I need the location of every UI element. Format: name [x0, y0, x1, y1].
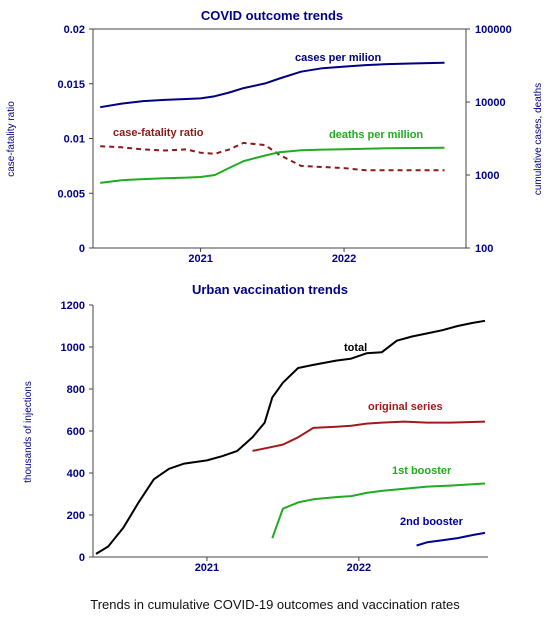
figure-caption: Trends in cumulative COVID-19 outcomes a… — [90, 597, 460, 612]
vaccination-y-tick-label: 400 — [67, 468, 85, 480]
outcome-left-axis: 0 0.005 0.01 0.015 0.02 — [57, 24, 93, 255]
vaccination-y-tick-label: 1200 — [61, 300, 85, 312]
outcome-x-tick-label: 2022 — [332, 253, 356, 265]
outcome-left-tick-label: 0.015 — [57, 79, 85, 91]
original-series-label: original series — [368, 401, 443, 413]
vaccination-y-tick-label: 600 — [67, 426, 85, 438]
cases-series-label: cases per milion — [295, 52, 381, 64]
outcome-left-tick-label: 0.01 — [64, 134, 85, 146]
vaccination-y-axis: 0 200 400 600 800 1000 1200 — [61, 300, 93, 564]
booster2-series-line — [416, 531, 486, 547]
total-series-line — [95, 319, 486, 555]
outcome-right-axis-label: cumulative cases, deaths — [533, 83, 544, 195]
vaccination-chart-title: Urban vaccination trends — [192, 282, 348, 297]
booster1-series-label: 1st booster — [392, 465, 452, 477]
original-series-line — [252, 420, 486, 452]
vaccination-chart: Urban vaccination trends 0 200 400 600 800 10… — [23, 282, 488, 574]
booster2-series-label: 2nd booster — [400, 516, 464, 528]
outcome-right-tick-label: 100000 — [475, 24, 512, 36]
outcome-series-group — [100, 61, 445, 184]
vaccination-y-tick-label: 1000 — [61, 342, 85, 354]
deaths-series-line — [100, 146, 445, 184]
outcome-chart: COVID outcome trends 0 0.005 0.01 0.015 0.02… — [6, 8, 544, 265]
cfr-series-label: case-fatality ratio — [113, 127, 204, 139]
outcome-right-axis: 100 1000 10000 100000 — [466, 24, 512, 255]
outcome-right-tick-label: 100 — [475, 243, 493, 255]
outcome-x-axis: 2021 2022 — [188, 248, 356, 265]
vaccination-x-tick-label: 2021 — [195, 562, 219, 574]
booster1-series-line — [271, 482, 486, 539]
outcome-x-tick-label: 2021 — [188, 253, 212, 265]
outcome-left-tick-label: 0 — [79, 243, 85, 255]
cfr-series-line — [100, 141, 445, 172]
outcome-right-tick-label: 1000 — [475, 170, 499, 182]
cases-series-line — [100, 61, 445, 109]
vaccination-y-tick-label: 0 — [79, 552, 85, 564]
outcome-left-tick-label: 0.005 — [57, 188, 85, 200]
vaccination-x-tick-label: 2022 — [347, 562, 371, 574]
vaccination-x-axis: 2021 2022 — [195, 557, 371, 574]
outcome-left-tick-label: 0.02 — [64, 24, 85, 36]
vaccination-y-axis-label: thousands of injections — [23, 381, 34, 483]
vaccination-y-tick-label: 800 — [67, 384, 85, 396]
outcome-chart-title: COVID outcome trends — [201, 8, 343, 23]
total-series-label: total — [344, 342, 367, 354]
vaccination-y-tick-label: 200 — [67, 510, 85, 522]
vaccination-series-group — [95, 319, 486, 555]
outcome-right-tick-label: 10000 — [475, 97, 506, 109]
outcome-left-axis-label: case-fatality ratio — [6, 101, 17, 177]
deaths-series-label: deaths per million — [329, 129, 423, 141]
